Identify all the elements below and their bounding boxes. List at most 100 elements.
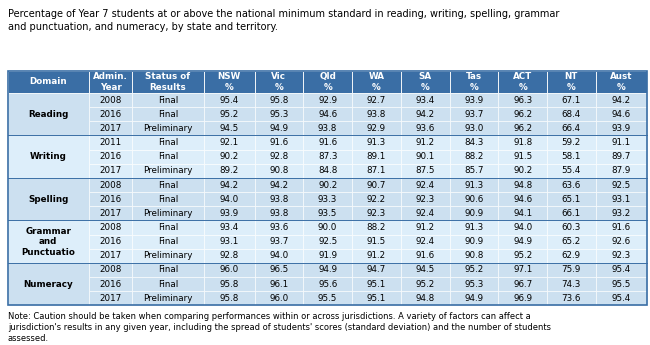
Bar	[596, 249, 647, 263]
Bar	[401, 249, 450, 263]
Text: 95.4: 95.4	[612, 294, 631, 303]
Bar	[499, 136, 547, 150]
Text: Preliminary: Preliminary	[143, 251, 192, 260]
Bar	[352, 206, 401, 220]
Text: Qld
%: Qld %	[319, 72, 336, 92]
Bar	[596, 206, 647, 220]
Text: 93.7: 93.7	[269, 237, 289, 246]
Text: 91.5: 91.5	[513, 152, 532, 161]
Bar	[450, 220, 499, 235]
Bar	[547, 263, 596, 277]
Bar	[352, 263, 401, 277]
Text: 92.8: 92.8	[220, 251, 239, 260]
Bar	[352, 93, 401, 107]
Bar	[255, 93, 304, 107]
Bar	[89, 235, 133, 249]
Text: Final: Final	[158, 237, 178, 246]
Text: 95.8: 95.8	[269, 96, 289, 105]
Text: 90.2: 90.2	[513, 166, 532, 175]
Text: Final: Final	[158, 138, 178, 147]
Text: 91.6: 91.6	[269, 138, 289, 147]
Bar	[8, 263, 89, 305]
Bar	[8, 136, 89, 178]
Bar	[547, 192, 596, 206]
Bar	[450, 263, 499, 277]
Text: 93.8: 93.8	[269, 195, 289, 204]
Bar	[596, 263, 647, 277]
Bar	[89, 277, 133, 291]
Bar	[133, 107, 203, 121]
Bar	[203, 178, 255, 192]
Text: 92.8: 92.8	[269, 152, 289, 161]
Bar	[596, 164, 647, 178]
Text: 65.2: 65.2	[562, 237, 581, 246]
Bar	[499, 277, 547, 291]
Text: 94.6: 94.6	[318, 110, 337, 119]
Text: 89.1: 89.1	[367, 152, 386, 161]
Bar	[304, 93, 352, 107]
Bar	[499, 107, 547, 121]
Text: 94.0: 94.0	[269, 251, 289, 260]
Bar	[203, 150, 255, 164]
Bar	[255, 121, 304, 136]
Text: WA
%: WA %	[369, 72, 384, 92]
Text: 96.2: 96.2	[513, 124, 532, 133]
Text: 95.2: 95.2	[220, 110, 239, 119]
Bar	[450, 206, 499, 220]
Text: 93.6: 93.6	[269, 223, 289, 232]
Text: 62.9: 62.9	[562, 251, 581, 260]
Bar	[8, 93, 89, 136]
Bar	[401, 136, 450, 150]
Bar	[8, 178, 89, 220]
Text: Final: Final	[158, 265, 178, 274]
Text: 95.6: 95.6	[318, 279, 337, 289]
Bar	[547, 291, 596, 305]
Text: Status of
Results: Status of Results	[146, 72, 190, 92]
Bar	[352, 121, 401, 136]
Bar	[596, 178, 647, 192]
Bar	[304, 164, 352, 178]
Bar	[89, 136, 133, 150]
Bar	[8, 71, 89, 93]
Text: 96.3: 96.3	[513, 96, 532, 105]
Bar	[547, 107, 596, 121]
Text: 95.3: 95.3	[269, 110, 289, 119]
Text: Preliminary: Preliminary	[143, 124, 192, 133]
Bar	[255, 235, 304, 249]
Bar	[255, 178, 304, 192]
Text: 92.4: 92.4	[415, 209, 435, 218]
Bar	[255, 249, 304, 263]
Text: 91.3: 91.3	[464, 223, 484, 232]
Text: 94.5: 94.5	[220, 124, 239, 133]
Text: 96.0: 96.0	[269, 294, 289, 303]
Bar	[352, 235, 401, 249]
Text: 94.2: 94.2	[269, 180, 289, 189]
Text: 91.5: 91.5	[367, 237, 386, 246]
Bar	[547, 206, 596, 220]
Text: 2008: 2008	[99, 180, 122, 189]
Bar	[499, 164, 547, 178]
Text: 93.8: 93.8	[318, 124, 337, 133]
Bar	[499, 206, 547, 220]
Text: 94.9: 94.9	[464, 294, 484, 303]
Bar	[450, 164, 499, 178]
Bar	[401, 192, 450, 206]
Text: 93.3: 93.3	[318, 195, 337, 204]
Text: 91.9: 91.9	[318, 251, 337, 260]
Text: 94.2: 94.2	[415, 110, 435, 119]
Bar	[401, 107, 450, 121]
Text: Percentage of Year 7 students at or above the national minimum standard in readi: Percentage of Year 7 students at or abov…	[8, 9, 559, 32]
Bar	[304, 263, 352, 277]
Bar	[304, 71, 352, 93]
Bar	[450, 235, 499, 249]
Text: Final: Final	[158, 152, 178, 161]
Bar	[203, 291, 255, 305]
Text: 88.2: 88.2	[367, 223, 386, 232]
Bar	[255, 192, 304, 206]
Text: 94.9: 94.9	[318, 265, 337, 274]
Text: 93.1: 93.1	[220, 237, 239, 246]
Bar	[401, 263, 450, 277]
Text: 91.2: 91.2	[367, 251, 386, 260]
Text: 91.2: 91.2	[415, 138, 435, 147]
Text: Final: Final	[158, 223, 178, 232]
